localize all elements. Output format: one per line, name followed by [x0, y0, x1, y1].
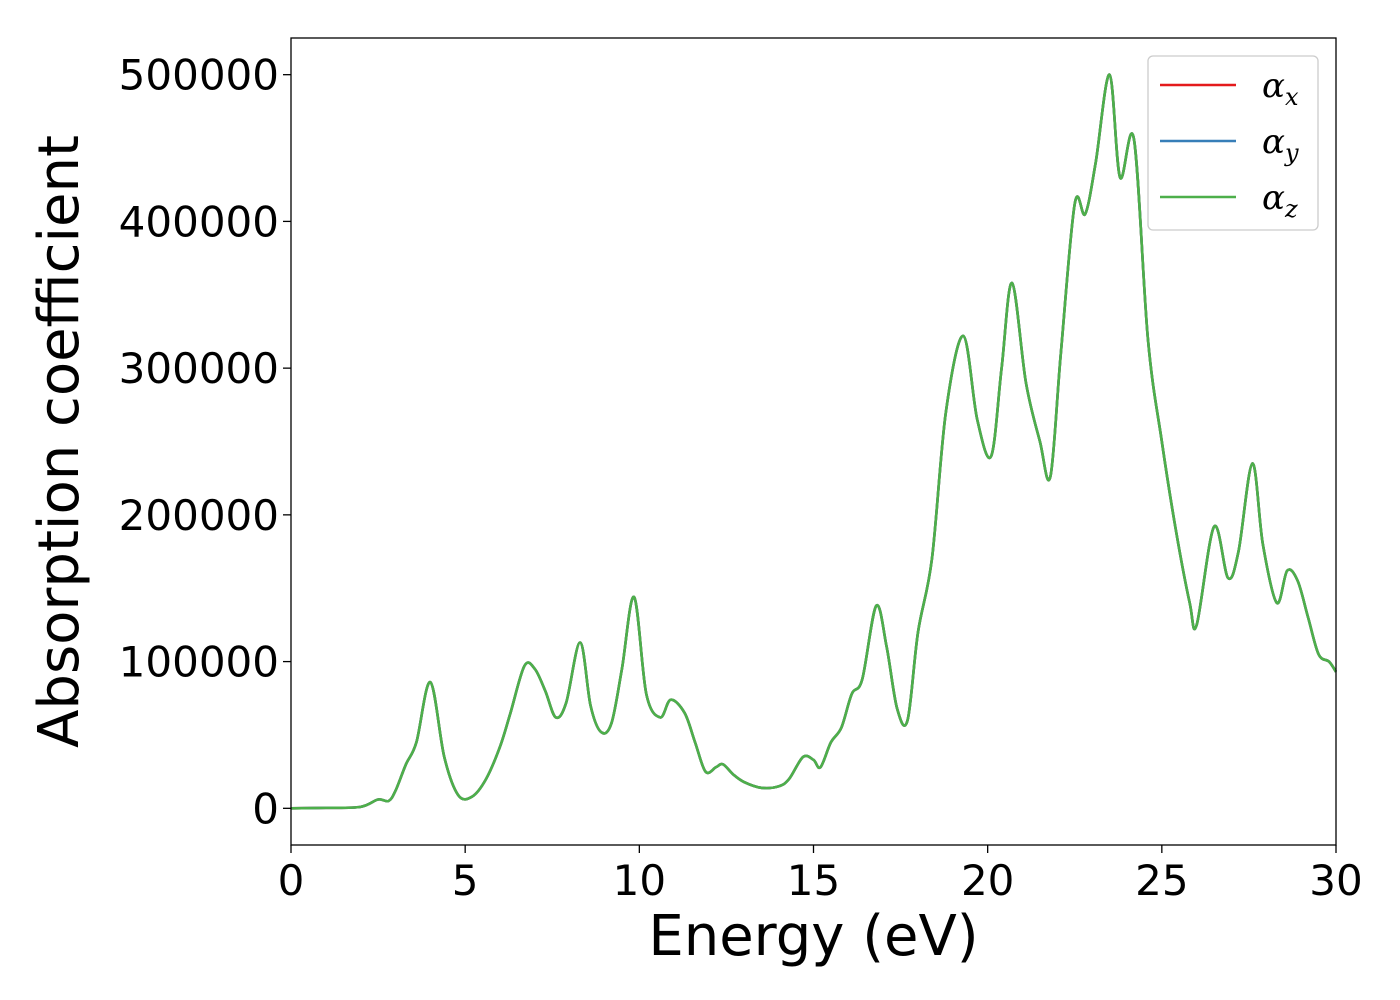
y-tick-label: 0 — [252, 784, 279, 833]
y-tick-label: 100000 — [119, 638, 279, 687]
x-tick-label: 15 — [787, 856, 840, 905]
x-tick-label: 0 — [278, 856, 305, 905]
y-axis-label: Absorption coefficient — [27, 135, 92, 748]
x-axis-label: Energy (eV) — [648, 904, 978, 969]
x-tick-label: 30 — [1309, 856, 1362, 905]
legend-label: αz — [1262, 178, 1298, 223]
y-axis-ticks: 0 100000 200000 300000 400000 500000 — [119, 51, 291, 833]
legend-label: αy — [1262, 122, 1299, 167]
series-layer — [290, 73, 1338, 810]
series-line-3 — [290, 73, 1338, 810]
legend: αx αy αz — [1147, 55, 1319, 231]
x-tick-label: 25 — [1135, 856, 1188, 905]
y-tick-label: 400000 — [119, 197, 279, 246]
y-tick-label: 300000 — [119, 344, 279, 393]
x-axis-ticks: 0 5 10 15 20 25 30 — [278, 845, 1363, 905]
x-tick-label: 10 — [613, 856, 666, 905]
y-tick-label: 200000 — [119, 491, 279, 540]
y-tick-label: 500000 — [119, 51, 279, 100]
legend-label: αx — [1262, 66, 1299, 111]
legend-box — [1147, 55, 1319, 231]
x-tick-label: 5 — [452, 856, 479, 905]
x-tick-label: 20 — [961, 856, 1014, 905]
